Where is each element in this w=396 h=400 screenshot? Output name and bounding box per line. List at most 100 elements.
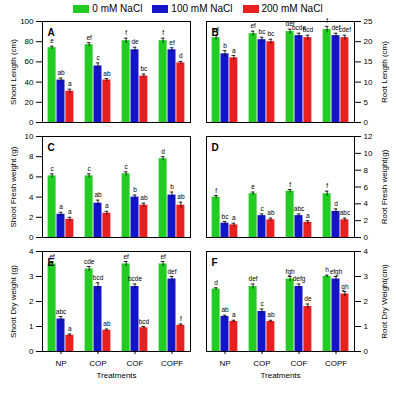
svg-text:bcd: bcd [303, 26, 314, 33]
svg-text:ab: ab [177, 193, 185, 200]
svg-text:1: 1 [364, 322, 369, 331]
svg-text:cde: cde [84, 258, 95, 265]
svg-text:0: 0 [364, 118, 369, 127]
svg-text:Shoot Dry weight (g): Shoot Dry weight (g) [9, 265, 18, 338]
svg-text:f: f [125, 29, 127, 36]
svg-text:defg: defg [293, 275, 306, 283]
svg-text:a: a [59, 203, 63, 210]
svg-text:20: 20 [364, 37, 373, 46]
svg-text:40: 40 [25, 78, 34, 87]
svg-text:8: 8 [29, 152, 34, 161]
svg-text:Shoot Fresh weight (g): Shoot Fresh weight (g) [9, 146, 18, 227]
svg-text:bc: bc [222, 213, 230, 220]
svg-text:25: 25 [364, 17, 373, 26]
svg-text:0: 0 [29, 347, 34, 356]
svg-text:a: a [232, 311, 236, 318]
svg-text:f: f [326, 17, 328, 24]
svg-text:4: 4 [364, 199, 369, 208]
svg-text:efgh: efgh [330, 268, 343, 276]
svg-text:COPF: COPF [325, 359, 347, 368]
svg-text:4: 4 [29, 193, 34, 202]
svg-text:f: f [215, 186, 217, 193]
svg-text:abc: abc [56, 308, 67, 315]
svg-text:8: 8 [364, 166, 369, 175]
svg-text:60: 60 [25, 57, 34, 66]
svg-text:0: 0 [364, 347, 369, 356]
svg-text:bc: bc [140, 65, 148, 72]
svg-text:b: b [223, 42, 227, 49]
svg-text:Treatments: Treatments [260, 371, 300, 380]
svg-text:d: d [161, 148, 165, 155]
svg-text:bc: bc [267, 30, 275, 37]
svg-text:10: 10 [364, 78, 373, 87]
svg-text:4: 4 [364, 247, 369, 256]
svg-text:f: f [162, 29, 164, 36]
svg-text:2: 2 [29, 213, 34, 222]
svg-text:bc: bc [259, 28, 267, 35]
svg-text:e: e [251, 183, 255, 190]
svg-text:80: 80 [25, 37, 34, 46]
svg-text:f: f [326, 182, 328, 189]
svg-text:d: d [214, 279, 218, 286]
svg-text:f: f [180, 315, 182, 322]
svg-text:abc: abc [294, 205, 305, 212]
svg-text:b: b [170, 183, 174, 190]
svg-text:E: E [48, 257, 55, 268]
svg-text:A: A [48, 27, 55, 38]
svg-text:100: 100 [20, 17, 34, 26]
svg-text:20: 20 [25, 98, 34, 107]
svg-text:15: 15 [364, 57, 373, 66]
svg-text:COF: COF [127, 359, 144, 368]
svg-text:b: b [133, 186, 137, 193]
svg-text:3: 3 [29, 272, 34, 281]
svg-text:0: 0 [364, 233, 369, 242]
svg-text:ef: ef [123, 253, 129, 260]
svg-text:Root Length (cm): Root Length (cm) [380, 41, 389, 103]
svg-text:COP: COP [253, 359, 270, 368]
svg-text:NP: NP [219, 359, 230, 368]
svg-text:c: c [87, 165, 91, 172]
svg-text:6: 6 [364, 183, 369, 192]
svg-text:a: a [232, 214, 236, 221]
svg-text:B: B [212, 27, 219, 38]
svg-text:a: a [68, 325, 72, 332]
svg-text:10: 10 [25, 132, 34, 141]
svg-text:ab: ab [221, 306, 229, 313]
svg-text:d: d [334, 200, 338, 207]
svg-text:c: c [124, 163, 128, 170]
svg-text:3: 3 [364, 272, 369, 281]
svg-text:gh: gh [341, 283, 349, 291]
svg-text:2: 2 [364, 297, 369, 306]
svg-text:F: F [212, 257, 218, 268]
svg-text:1: 1 [29, 322, 34, 331]
svg-text:12: 12 [364, 132, 373, 141]
svg-text:ab: ab [267, 311, 275, 318]
svg-text:2: 2 [29, 297, 34, 306]
svg-text:c: c [260, 300, 264, 307]
svg-text:def: def [167, 268, 176, 275]
svg-text:c: c [96, 54, 100, 61]
svg-text:5: 5 [364, 98, 369, 107]
svg-text:ab: ab [103, 320, 111, 327]
svg-text:ef: ef [250, 22, 256, 29]
svg-text:Shoot Length (cm): Shoot Length (cm) [9, 39, 18, 105]
svg-text:ab: ab [57, 69, 65, 76]
svg-text:Root Fresh weight(g): Root Fresh weight(g) [380, 149, 389, 224]
svg-text:ef: ef [169, 39, 175, 46]
svg-text:COPF: COPF [161, 359, 183, 368]
svg-text:ab: ab [94, 191, 102, 198]
svg-text:a: a [105, 202, 109, 209]
svg-text:Treatments: Treatments [96, 371, 136, 380]
svg-text:2: 2 [364, 216, 369, 225]
svg-text:ab: ab [140, 194, 148, 201]
svg-text:abc: abc [340, 209, 351, 216]
svg-text:a: a [232, 47, 236, 54]
svg-text:a: a [306, 212, 310, 219]
svg-text:c: c [260, 205, 264, 212]
svg-text:f: f [289, 181, 291, 188]
svg-text:bcde: bcde [128, 275, 142, 282]
svg-text:0: 0 [29, 118, 34, 127]
svg-text:bcd: bcd [139, 318, 150, 325]
svg-text:NP: NP [55, 359, 66, 368]
svg-text:COP: COP [89, 359, 106, 368]
